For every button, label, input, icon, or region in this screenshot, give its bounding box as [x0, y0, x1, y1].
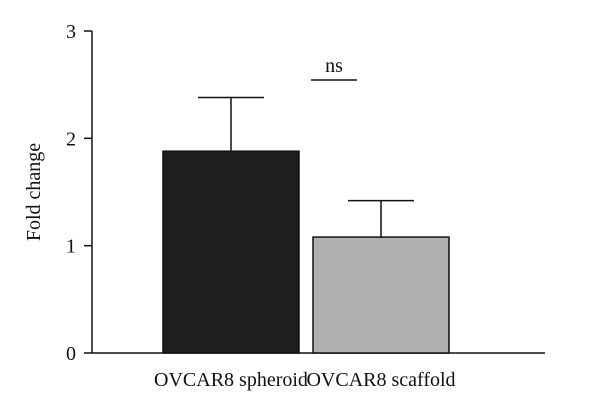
bar-ovcar8-scaffold — [312, 236, 450, 354]
category-label: OVCAR8 scaffold — [306, 369, 455, 391]
category-label: OVCAR8 spheroid — [154, 369, 308, 391]
y-axis-title: Fold change — [23, 143, 45, 241]
annotations: ns — [311, 55, 357, 81]
y-tick-label: 2 — [66, 128, 76, 150]
y-tick-label: 1 — [66, 236, 76, 258]
bars — [162, 150, 450, 354]
significance-label: ns — [325, 55, 343, 77]
y-ticks: 0 1 2 3 — [66, 21, 92, 365]
bar-ovcar8-spheroid — [162, 150, 300, 354]
y-tick-label: 0 — [66, 343, 76, 365]
error-bars — [198, 96, 414, 238]
y-tick-label: 3 — [66, 21, 76, 43]
